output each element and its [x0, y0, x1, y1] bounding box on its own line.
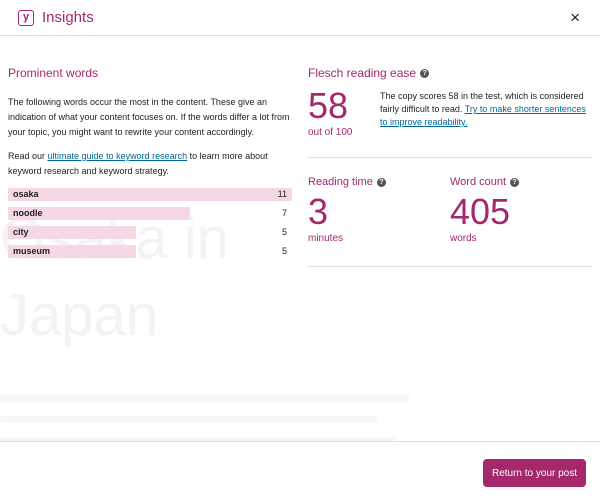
- divider: [308, 157, 592, 158]
- flesch-heading: Flesch reading ease ?: [308, 66, 592, 80]
- flesch-description: The copy scores 58 in the test, which is…: [380, 87, 592, 138]
- reading-time-block: Reading time ? 3 minutes: [308, 176, 450, 244]
- yoast-logo-icon: y: [18, 9, 34, 26]
- keyword-research-link[interactable]: ultimate guide to keyword research: [47, 151, 188, 161]
- prominent-word-bar: [8, 226, 136, 239]
- readability-section: Flesch reading ease ? 58 out of 100 The …: [308, 66, 592, 267]
- return-to-post-button[interactable]: Return to your post: [483, 459, 586, 487]
- reading-time-unit: minutes: [308, 233, 344, 244]
- flesch-description-text: The copy scores 58 in the test, which is…: [380, 91, 584, 114]
- flesch-body: 58 out of 100 The copy scores 58 in the …: [308, 85, 592, 139]
- word-count-unit: words: [450, 233, 477, 244]
- word-count-block: Word count ? 405 words: [450, 176, 592, 244]
- reading-time-title: Reading time: [308, 176, 373, 188]
- reading-time-heading: Reading time ?: [308, 176, 450, 188]
- modal-title: Insights: [42, 9, 94, 26]
- prominent-words-heading: Prominent words: [8, 66, 99, 80]
- modal-header: y Insights ×: [0, 0, 600, 36]
- reading-time-value: 3: [308, 191, 329, 232]
- flesch-out-of: out of 100: [308, 127, 353, 138]
- read-suffix: to learn more about keyword research and…: [8, 151, 268, 176]
- prominent-word-count: 7: [281, 208, 287, 218]
- divider: [308, 266, 592, 267]
- prominent-word-label: noodle: [13, 208, 43, 218]
- prominent-word-row: museum 5: [8, 245, 292, 258]
- prominent-word-row: city 5: [8, 226, 292, 239]
- readability-link[interactable]: Try to make shorter sentences to improve…: [380, 104, 586, 127]
- word-count-value: 405: [450, 191, 511, 232]
- prominent-word-row: noodle 7: [8, 207, 292, 220]
- prominent-words-list: osaka 11 noodle 7 city 5 museum 5: [8, 188, 292, 258]
- modal-footer: Return to your post: [0, 441, 600, 499]
- prominent-word-count: 11: [277, 189, 287, 199]
- help-icon[interactable]: ?: [376, 177, 386, 187]
- prominent-word-bar: [8, 207, 190, 220]
- prominent-words-section: Prominent words The following words occu…: [8, 66, 292, 264]
- help-icon[interactable]: ?: [510, 177, 520, 187]
- help-icon[interactable]: ?: [420, 68, 430, 78]
- prominent-word-count: 5: [281, 227, 287, 237]
- read-prefix: Read our: [8, 151, 48, 161]
- prominent-word-label: osaka: [13, 189, 39, 199]
- prominent-word-label: city: [13, 227, 29, 237]
- flesch-title: Flesch reading ease: [308, 66, 417, 80]
- word-count-title: Word count: [450, 176, 507, 188]
- flesch-score: 58: [308, 85, 349, 126]
- prominent-word-bar: [8, 245, 136, 258]
- prominent-word-row: osaka 11: [8, 188, 292, 201]
- prominent-words-description: The following words occur the most in th…: [8, 97, 290, 137]
- word-count-heading: Word count ?: [450, 176, 592, 188]
- flesch-score-column: 58 out of 100: [308, 85, 380, 139]
- prominent-word-bar: [8, 188, 292, 201]
- close-icon[interactable]: ×: [570, 8, 580, 27]
- prominent-word-label: museum: [13, 246, 51, 256]
- prominent-word-count: 5: [281, 246, 287, 256]
- stats-row: Reading time ? 3 minutes Word count ? 40…: [308, 176, 592, 244]
- keyword-research-paragraph: Read our ultimate guide to keyword resea…: [8, 149, 292, 179]
